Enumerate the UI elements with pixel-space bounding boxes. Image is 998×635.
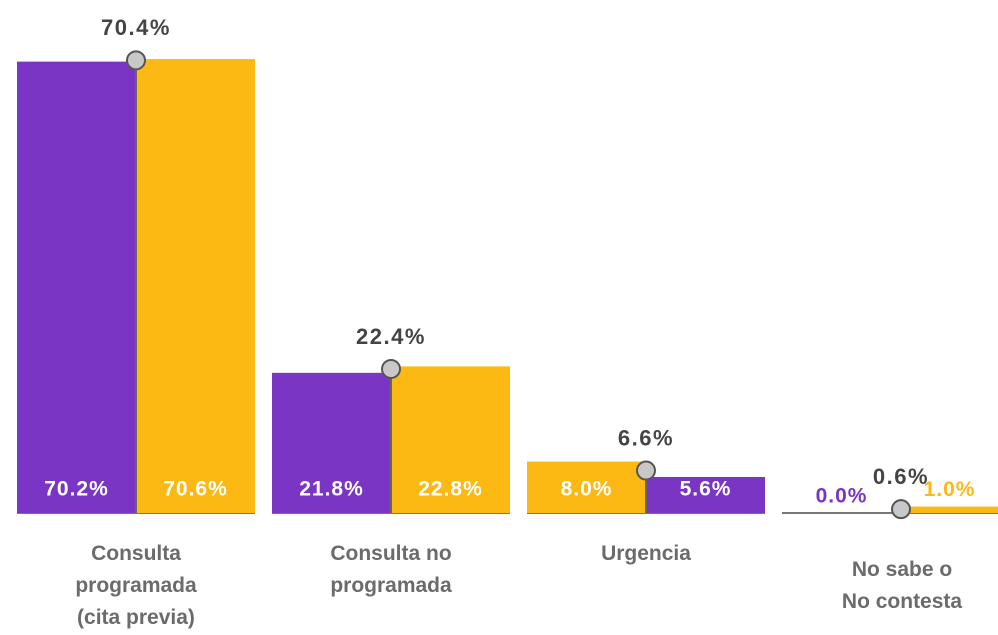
value-label: 21.8% [299,478,364,501]
value-label: 22.8% [418,478,483,501]
value-label: 70.2% [44,478,109,501]
value-label: 5.6% [680,478,732,501]
bar [527,461,646,513]
value-label: 70.6% [163,478,228,501]
total-marker [636,460,656,481]
bar [646,476,765,513]
value-label: 0.0% [816,485,868,508]
value-label: 1.0% [924,478,976,501]
total-label: 22.4% [356,324,426,349]
bar [901,506,998,513]
bar [17,61,136,513]
total-marker [891,499,911,520]
category-label: Consulta no programada [330,542,452,597]
bar [136,59,255,514]
total-label: 0.6% [873,464,929,489]
category-label: Consulta programada (cita previa) [75,542,197,629]
value-label: 8.0% [561,478,613,501]
bar [391,366,510,513]
total-marker [381,358,401,379]
total-label: 6.6% [618,425,674,450]
category-label: No sabe o No contesta [841,558,963,613]
total-marker [126,50,146,71]
category-label: Urgencia [601,542,691,565]
bar [272,372,391,513]
total-label: 70.4% [101,15,171,40]
